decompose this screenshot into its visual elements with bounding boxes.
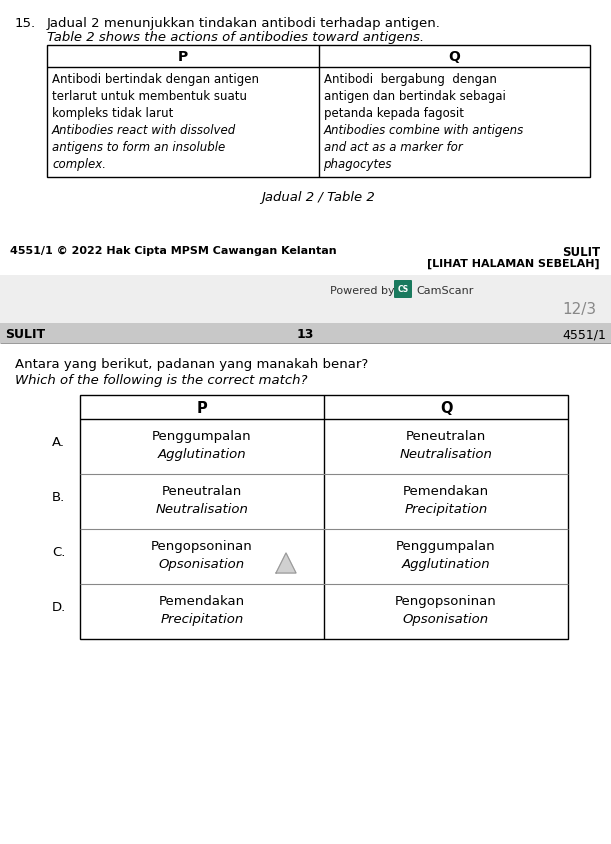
Text: P: P [197, 401, 207, 415]
Text: CamScanr: CamScanr [416, 285, 474, 295]
Text: phagocytes: phagocytes [323, 158, 392, 170]
Bar [0, 276, 611, 323]
Text: Penggumpalan: Penggumpalan [396, 539, 496, 552]
Text: Peneutralan: Peneutralan [406, 430, 486, 442]
Text: D.: D. [52, 600, 66, 614]
Text: Antibodi  bergabung  dengan: Antibodi bergabung dengan [323, 73, 496, 86]
Text: petanda kepada fagosit: petanda kepada fagosit [323, 107, 464, 120]
Text: Penggumpalan: Penggumpalan [152, 430, 252, 442]
Text: Opsonisation: Opsonisation [159, 557, 245, 571]
Text: Agglutination: Agglutination [158, 447, 246, 461]
Text: Jadual 2 / Table 2: Jadual 2 / Table 2 [262, 191, 375, 203]
FancyBboxPatch shape [394, 281, 412, 299]
Text: Neutralisation: Neutralisation [156, 502, 249, 516]
Text: C.: C. [52, 545, 65, 559]
Text: Precipitation: Precipitation [404, 502, 488, 516]
Text: 4551/1 © 2022 Hak Cipta MPSM Cawangan Kelantan: 4551/1 © 2022 Hak Cipta MPSM Cawangan Ke… [10, 246, 337, 256]
Text: complex.: complex. [52, 158, 106, 170]
Text: Which of the following is the correct match?: Which of the following is the correct ma… [15, 374, 307, 387]
Text: B.: B. [52, 490, 65, 503]
Text: SULIT: SULIT [5, 327, 45, 341]
Text: Opsonisation: Opsonisation [403, 612, 489, 625]
Text: CS: CS [398, 284, 409, 294]
Text: antigen dan bertindak sebagai: antigen dan bertindak sebagai [323, 90, 505, 103]
Text: Pemendakan: Pemendakan [403, 484, 489, 497]
Text: Precipitation: Precipitation [160, 612, 244, 625]
Text: Q: Q [448, 50, 460, 64]
Text: [LIHAT HALAMAN SEBELAH]: [LIHAT HALAMAN SEBELAH] [427, 259, 600, 269]
Text: Peneutralan: Peneutralan [162, 484, 242, 497]
Text: and act as a marker for: and act as a marker for [323, 141, 463, 154]
Bar [0, 323, 611, 344]
Polygon shape [276, 554, 296, 573]
Text: kompleks tidak larut: kompleks tidak larut [52, 107, 174, 120]
Text: P: P [178, 50, 188, 64]
Bar [47, 46, 590, 178]
Text: Antibodies combine with antigens: Antibodies combine with antigens [323, 124, 524, 137]
Text: Pengopsoninan: Pengopsoninan [151, 539, 253, 552]
Text: Table 2 shows the actions of antibodies toward antigens.: Table 2 shows the actions of antibodies … [47, 31, 424, 44]
Text: Antibodi bertindak dengan antigen: Antibodi bertindak dengan antigen [52, 73, 259, 86]
Text: Powered by: Powered by [330, 285, 395, 295]
Text: Antibodies react with dissolved: Antibodies react with dissolved [52, 124, 236, 137]
Text: Pengopsoninan: Pengopsoninan [395, 594, 497, 608]
Text: Pemendakan: Pemendakan [159, 594, 245, 608]
Text: antigens to form an insoluble: antigens to form an insoluble [52, 141, 225, 154]
Bar [80, 396, 568, 639]
Text: 12/3: 12/3 [562, 301, 596, 316]
Text: Antara yang berikut, padanan yang manakah benar?: Antara yang berikut, padanan yang manaka… [15, 358, 368, 371]
Text: SULIT: SULIT [562, 246, 600, 259]
Text: A.: A. [52, 436, 65, 448]
Text: Q: Q [440, 401, 452, 415]
Text: 13: 13 [297, 327, 314, 341]
Text: Neutralisation: Neutralisation [400, 447, 492, 461]
Text: Agglutination: Agglutination [401, 557, 490, 571]
Text: 4551/1: 4551/1 [562, 327, 606, 341]
Text: Jadual 2 menunjukkan tindakan antibodi terhadap antigen.: Jadual 2 menunjukkan tindakan antibodi t… [47, 17, 441, 30]
Text: terlarut untuk membentuk suatu: terlarut untuk membentuk suatu [52, 90, 247, 103]
Text: 15.: 15. [15, 17, 36, 30]
